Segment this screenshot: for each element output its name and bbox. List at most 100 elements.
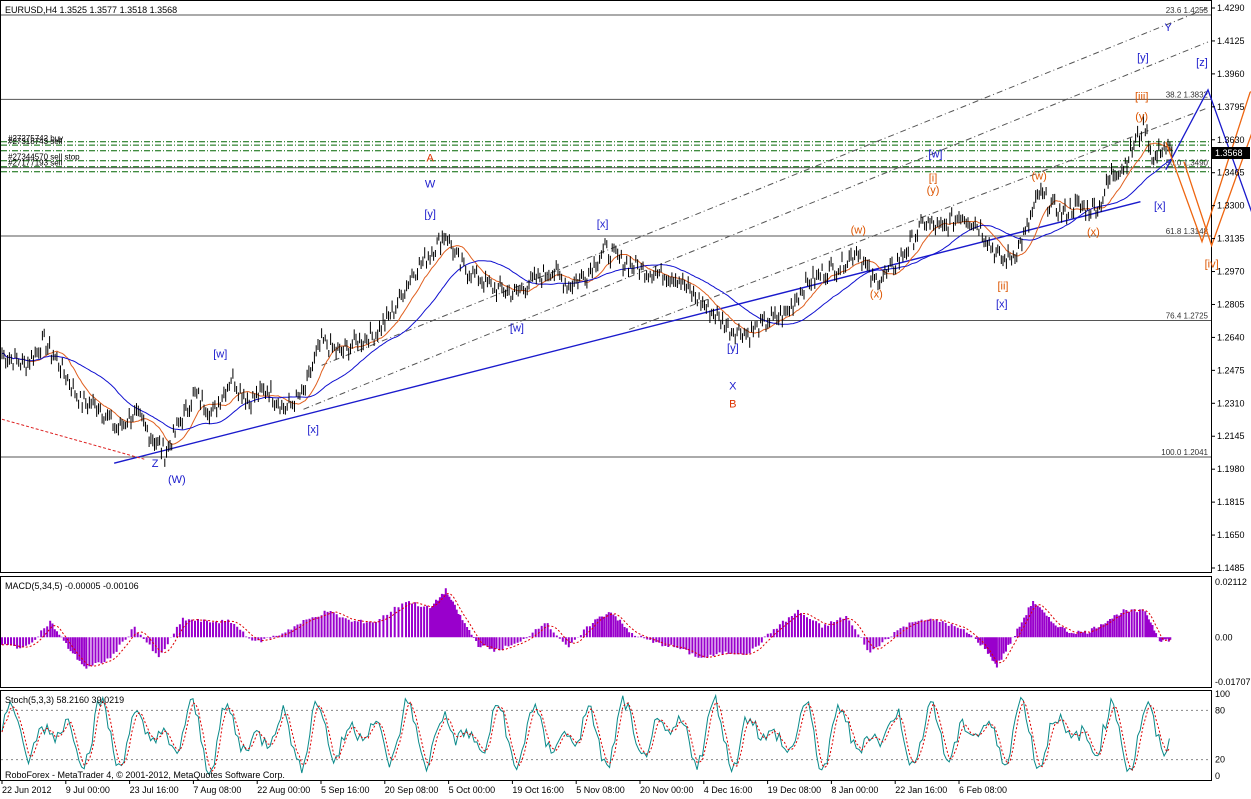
wave-label: [y] <box>424 209 436 221</box>
ma-fast-line <box>1 142 1173 445</box>
stoch-tick-label: 100 <box>1215 689 1230 699</box>
macd-histogram: 0.02112 0.00 -0.01707 <box>1 577 1251 687</box>
wave-label: [w] <box>928 149 942 161</box>
time-tick-label: 22 Aug 00:00 <box>257 785 310 795</box>
order-label: #27275742 buy <box>8 134 63 143</box>
wave-label: [ii] <box>997 280 1008 292</box>
wave-label: (x) <box>1087 227 1100 239</box>
projection-blue-z <box>1165 88 1251 213</box>
wave-label: [iv] <box>1205 259 1219 271</box>
projection-orange-1 <box>1165 91 1251 244</box>
fibonacci-levels: 23.6 1.4255 38.2 1.3832 50.0 1.3490 61.8 1.… <box>1 6 1211 458</box>
macd-title: MACD(5,34,5) -0.00005 -0.00106 <box>5 581 139 591</box>
wave-label: Y <box>1165 22 1173 34</box>
stoch-tick-label: 80 <box>1215 705 1225 715</box>
wave-label: (w) <box>1032 171 1047 183</box>
ma-slow-line <box>1 158 1173 431</box>
order-lines: #27275742 buy#27318743 sell #27344570 sel… <box>1 134 1211 173</box>
price-tick-label: 1.4290 <box>1217 3 1245 13</box>
wave-label: [i] <box>929 173 938 185</box>
footer-copyright: RoboForex - MetaTrader 4, © 2001-2012, M… <box>5 770 285 780</box>
price-tick-label: 1.1485 <box>1217 563 1245 573</box>
stochastic-lines: 100 80 20 0 <box>1 689 1230 781</box>
time-tick-label: 5 Oct 00:00 <box>449 785 496 795</box>
order-label: #27318743 sell <box>8 137 62 146</box>
price-tick-label: 1.3300 <box>1217 201 1245 211</box>
price-series <box>1 114 1173 467</box>
stoch-tick-label: 0 <box>1215 771 1220 781</box>
price-tick-label: 1.3630 <box>1217 135 1245 145</box>
wave-label: X <box>729 380 737 392</box>
channel-upper-line <box>321 7 1209 366</box>
price-tick-label: 1.4125 <box>1217 36 1245 46</box>
price-tick-label: 1.3960 <box>1217 69 1245 79</box>
time-axis: 22 Jun 2012 9 Jul 00:00 23 Jul 16:00 7 Aug … <box>1 780 1007 795</box>
price-tick-label: 1.2475 <box>1217 365 1245 375</box>
wave-label: W <box>425 179 436 191</box>
stoch-tick-label: 20 <box>1215 755 1225 765</box>
time-tick-label: 19 Oct 16:00 <box>512 785 564 795</box>
time-tick-label: 22 Jan 16:00 <box>895 785 947 795</box>
channel-lower-line <box>628 107 1209 330</box>
price-tick-label: 1.3795 <box>1217 102 1245 112</box>
wave-label: [x] <box>1154 201 1166 213</box>
wave-label: (W) <box>168 474 186 486</box>
fib-level-label: 38.2 1.3832 <box>1166 90 1209 99</box>
fib-level-label: 76.4 1.2725 <box>1166 311 1209 320</box>
wave-label: (y) <box>927 185 940 197</box>
time-tick-label: 5 Nov 08:00 <box>576 785 625 795</box>
time-tick-label: 7 Aug 08:00 <box>193 785 241 795</box>
wave-labels: Y[y][z]C[iii](y)AW[w][i](y)(w)[y][x](w)[… <box>152 22 1219 486</box>
order-label: #27344570 sell stop <box>8 153 80 162</box>
time-tick-label: 5 Sep 16:00 <box>321 785 370 795</box>
time-tick-label: 20 Sep 08:00 <box>385 785 439 795</box>
time-tick-label: 9 Jul 00:00 <box>66 785 110 795</box>
wave-label: [y] <box>1137 52 1149 64</box>
wave-label: (x) <box>870 288 883 300</box>
wave-label: [w] <box>510 322 524 334</box>
macd-tick-label: 0.02112 <box>1215 577 1247 587</box>
fib-level-label: 100.0 1.2041 <box>1161 448 1208 457</box>
fib-level-label: 61.8 1.3148 <box>1166 227 1209 236</box>
wave-label: [w] <box>213 348 227 360</box>
symbol-title: EURUSD,H4 1.3525 1.3577 1.3518 1.3568 <box>5 5 177 15</box>
price-tick-label: 1.2970 <box>1217 267 1245 277</box>
price-tick-label: 1.2310 <box>1217 398 1245 408</box>
stoch-signal-line <box>1 700 1170 772</box>
price-axis: 1.4290 1.4125 1.3960 1.3795 1.3630 1.3465 1.33… <box>1211 3 1245 573</box>
price-tick-label: 1.1650 <box>1217 530 1245 540</box>
fib-level-label: 23.6 1.4255 <box>1166 6 1209 15</box>
order-label: #27177193 sell <box>8 159 62 168</box>
current-price-box <box>1212 147 1250 159</box>
main-trendline <box>113 200 1141 464</box>
wave-label: Z <box>152 458 159 470</box>
price-tick-label: 1.1980 <box>1217 464 1245 474</box>
wave-projections <box>1165 88 1251 248</box>
time-tick-label: 8 Jan 00:00 <box>831 785 878 795</box>
price-bars <box>1 114 1173 467</box>
moving-averages <box>1 142 1173 445</box>
macd-histogram-bars <box>1 588 1172 669</box>
macd-tick-label: 0.00 <box>1215 632 1233 642</box>
price-tick-label: 1.2145 <box>1217 431 1245 441</box>
wave-label: [z] <box>1196 57 1208 69</box>
stoch-main-line <box>1 693 1170 776</box>
stoch-title: Stoch(5,3,3) 58.2160 39.0219 <box>5 695 124 705</box>
wave-label: B <box>729 398 736 410</box>
price-tick-label: 1.1815 <box>1217 497 1245 507</box>
wave-label: [iii] <box>1135 91 1148 103</box>
price-tick-label: 1.2805 <box>1217 299 1245 309</box>
fib-level-label: 50.0 1.3490 <box>1166 159 1209 168</box>
wave-label: [y] <box>727 342 739 354</box>
price-tick-label: 1.3465 <box>1217 168 1245 178</box>
time-tick-label: 23 Jul 16:00 <box>130 785 179 795</box>
macd-tick-label: -0.01707 <box>1215 677 1251 687</box>
wave-label: (w) <box>851 225 866 237</box>
current-price-label: 1.3568 <box>1215 148 1243 158</box>
time-tick-label: 19 Dec 08:00 <box>768 785 822 795</box>
wave-label: [x] <box>597 219 609 231</box>
stoch-panel-frame <box>0 690 1212 781</box>
time-tick-label: 20 Nov 00:00 <box>640 785 694 795</box>
price-tick-label: 1.2640 <box>1217 332 1245 342</box>
